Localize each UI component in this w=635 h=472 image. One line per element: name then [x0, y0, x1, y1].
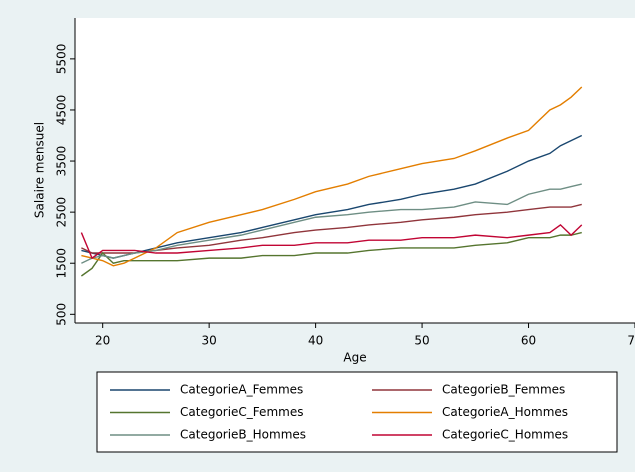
legend-label: CategorieB_Femmes [442, 383, 565, 397]
y-axis-label: Salaire mensuel [33, 122, 47, 218]
y-tick-label: 500 [55, 303, 69, 326]
x-tick-label: 30 [202, 334, 217, 348]
y-tick-label: 3500 [55, 146, 69, 177]
x-axis-label: Age [343, 351, 366, 365]
y-tick-label: 5500 [55, 44, 69, 75]
y-tick-label: 2500 [55, 197, 69, 228]
series-line [80, 224, 583, 260]
x-tick-label: 60 [521, 334, 536, 348]
legend-label: CategorieB_Hommes [180, 428, 306, 442]
y-tick-label: 1500 [55, 248, 69, 279]
legend-label: CategorieA_Hommes [442, 405, 568, 419]
plot-area [75, 18, 635, 323]
series-line [80, 231, 582, 277]
legend [96, 371, 618, 453]
y-tick-label: 4500 [55, 95, 69, 126]
legend-label: CategorieA_Femmes [180, 383, 303, 397]
series-line [81, 183, 582, 264]
x-tick-label: 50 [414, 334, 429, 348]
series-line [81, 86, 583, 267]
legend-label: CategorieC_Femmes [180, 405, 303, 419]
x-tick-label: 40 [308, 334, 323, 348]
series-line [81, 203, 582, 254]
legend-label: CategorieC_Hommes [442, 428, 568, 442]
x-tick-label: 70 [627, 334, 635, 348]
x-tick-label: 20 [95, 334, 110, 348]
